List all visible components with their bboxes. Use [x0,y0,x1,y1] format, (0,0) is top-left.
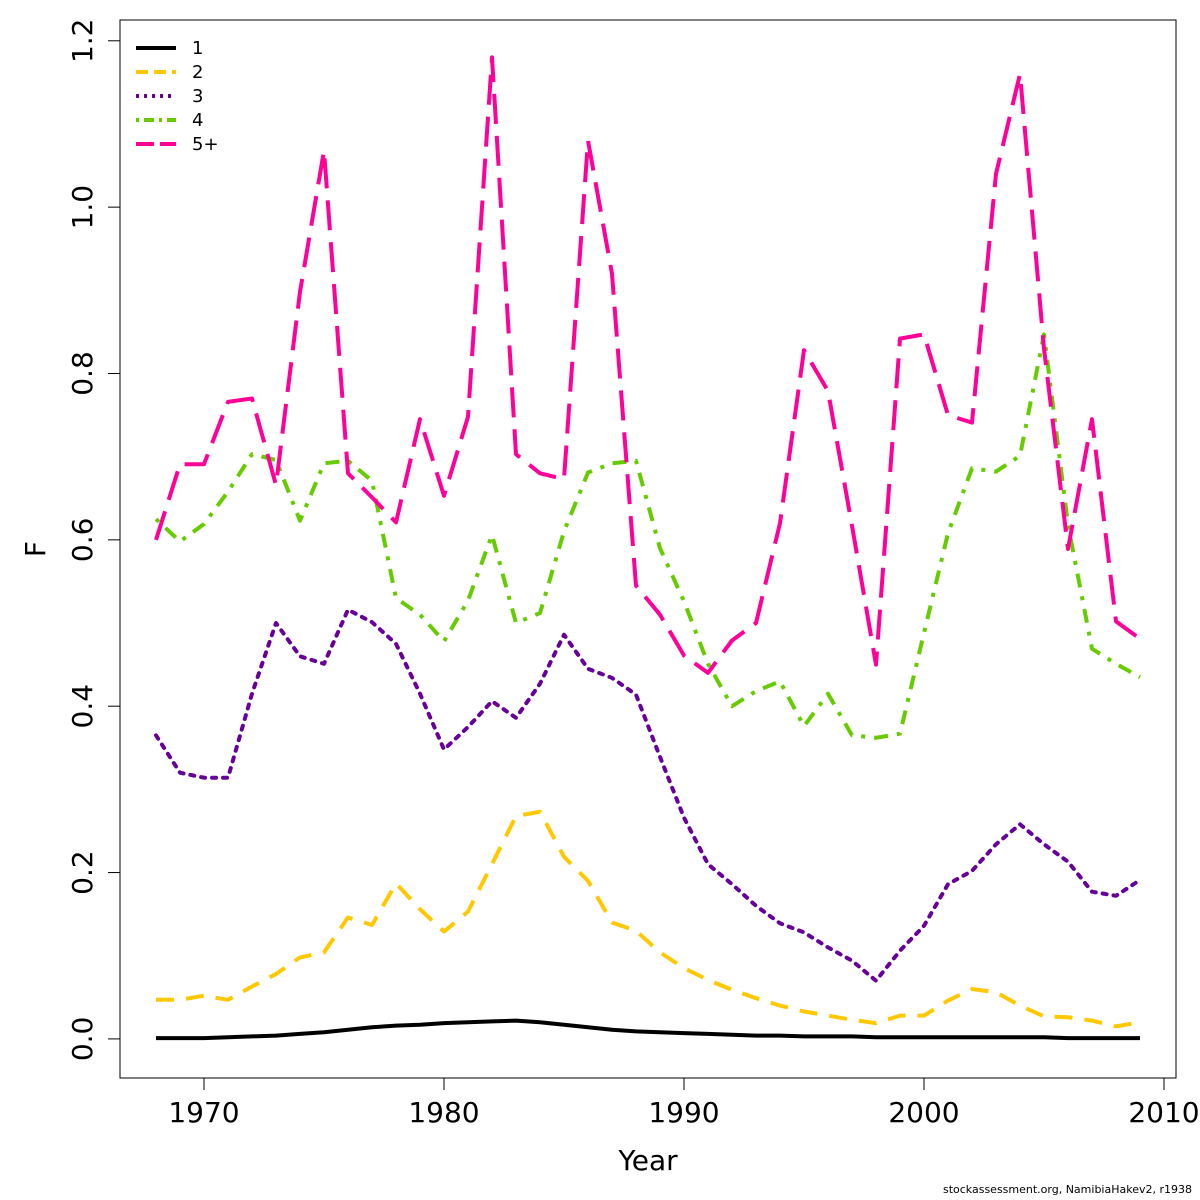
y-axis-title: F [19,541,52,557]
legend-label: 5+ [192,134,219,155]
series-line-1 [156,1018,1140,1041]
legend-label: 4 [192,110,203,131]
x-axis-title: Year [617,1144,678,1177]
series-line-4 [154,332,1141,740]
y-tick-label: 1.0 [66,185,99,230]
y-tick-label: 0.0 [66,1017,99,1062]
x-tick-label: 1980 [408,1096,479,1129]
plot-frame [119,19,1177,1079]
series-layer [154,55,1142,1041]
x-tick-label: 2000 [888,1096,959,1129]
y-tick-label: 0.2 [66,850,99,895]
x-tick-label: 2010 [1128,1096,1199,1129]
x-tick-label: 1970 [168,1096,239,1129]
legend: 1 2 3 4 5+ [136,38,219,155]
series-line-3 [154,607,1142,983]
footnote: stockassessment.org, NamibiaHakev2, r193… [942,1183,1192,1196]
series-line-5plus [154,55,1142,675]
series-line-2 [156,809,1141,1029]
y-tick-label: 1.2 [66,19,99,64]
y-axis: 0.0 0.2 0.4 0.6 0.8 1.0 1.2 [66,19,121,1062]
legend-label: 1 [192,38,203,59]
x-axis: 1970 1980 1990 2000 2010 [168,1077,1200,1129]
y-tick-label: 0.8 [66,351,99,396]
y-tick-label: 0.6 [66,518,99,563]
x-tick-label: 1990 [648,1096,719,1129]
legend-label: 2 [192,62,203,83]
legend-label: 3 [192,86,203,107]
y-tick-label: 0.4 [66,684,99,729]
